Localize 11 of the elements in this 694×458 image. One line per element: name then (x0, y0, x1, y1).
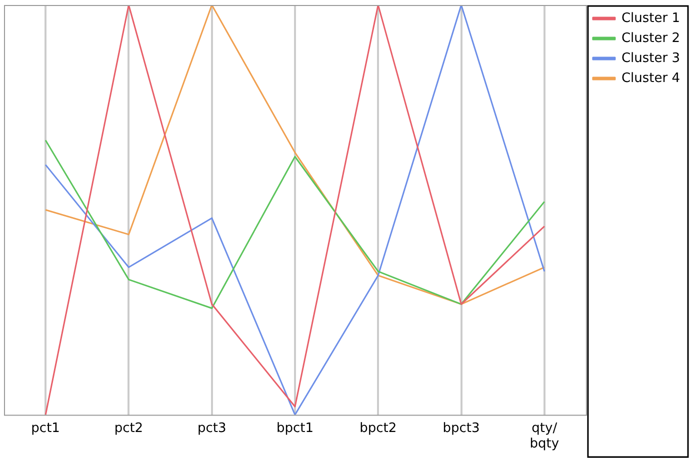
legend-label: Cluster 4 (621, 70, 680, 86)
x-tick-label: pct2 (114, 420, 144, 436)
x-tick-label: qty/bqty (530, 420, 560, 452)
legend-label: Cluster 3 (621, 50, 680, 66)
x-tick-label: bpct2 (360, 420, 397, 436)
x-tick-label: pct3 (197, 420, 226, 436)
x-tick-label: bpct3 (442, 420, 480, 436)
legend-label: Cluster 1 (621, 10, 680, 26)
legend-label: Cluster 2 (621, 30, 680, 46)
x-tick-label: bpct1 (276, 420, 314, 436)
x-tick-label: pct1 (31, 420, 60, 436)
